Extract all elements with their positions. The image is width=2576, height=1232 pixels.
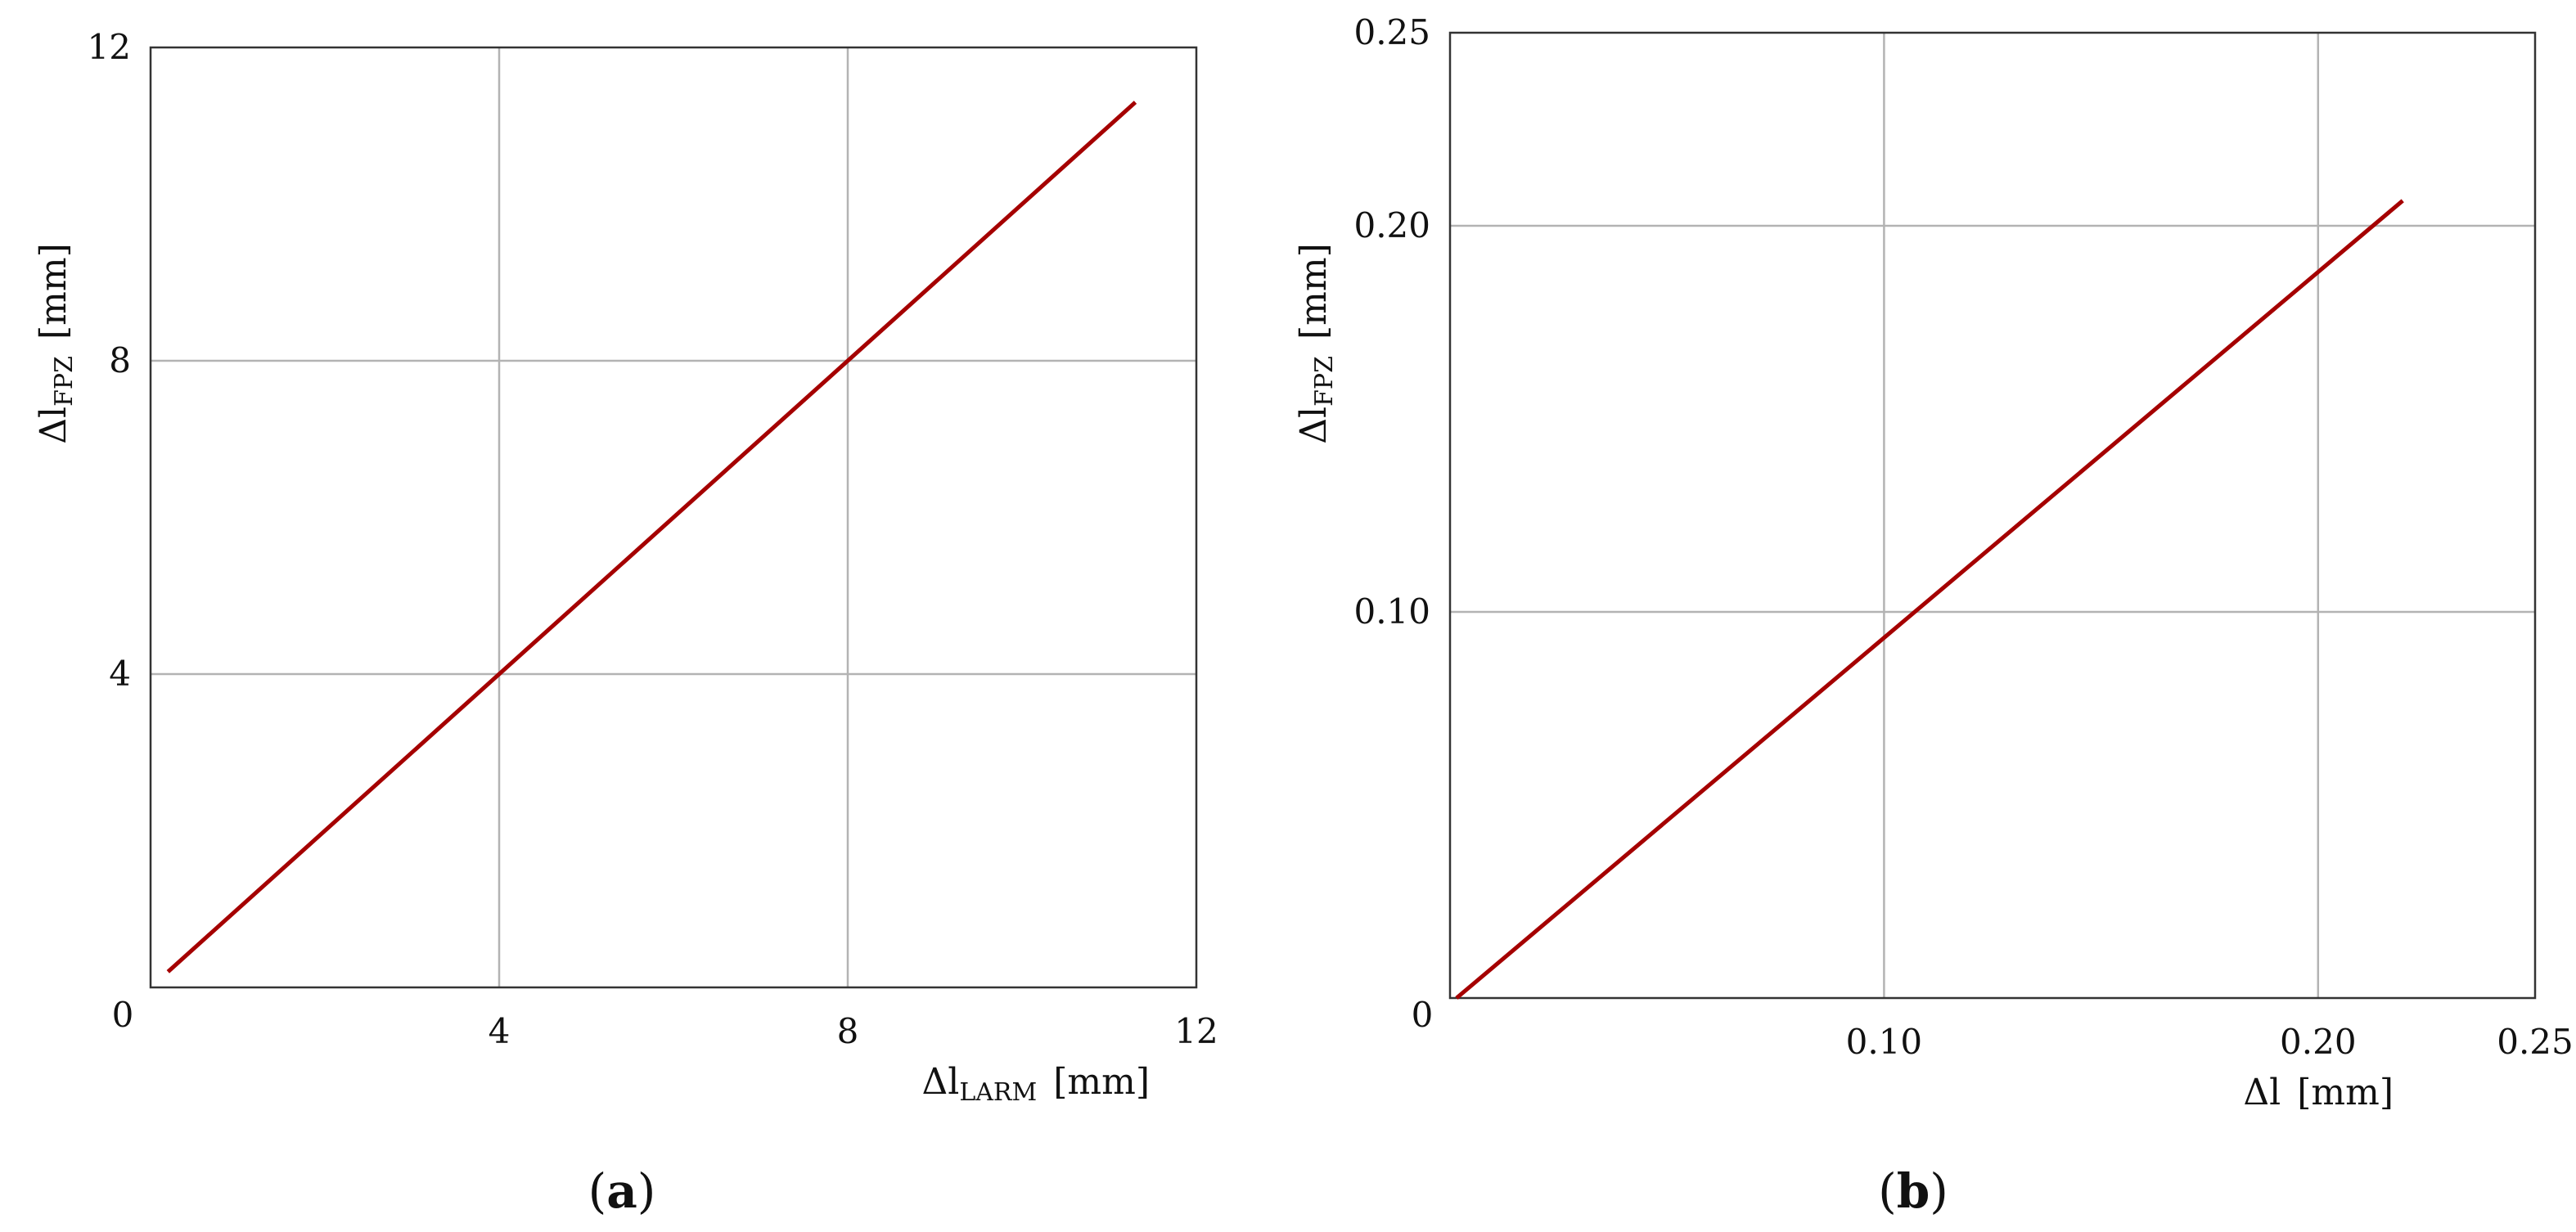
y-axis-subscript-b: FPZ [1310, 356, 1339, 407]
x-axis-symbol-b: Δl [2243, 1072, 2281, 1113]
panel-label-b: (b) [1878, 1163, 1948, 1219]
x-tick-label-b-2: 0.20 [2280, 1022, 2357, 1062]
grid-a [151, 47, 1196, 987]
x-tick-label-b-0: 0 [1412, 995, 1434, 1035]
x-tick-labels-a: 0 4 8 12 [112, 995, 1218, 1051]
y-tick-label-b-1: 0.10 [1353, 591, 1430, 632]
y-tick-labels-a: 4 8 12 [88, 27, 131, 694]
plot-frame-a [149, 46, 1198, 989]
x-tick-label-a-2: 8 [837, 1011, 859, 1051]
x-tick-labels-b: 0 0.10 0.20 0.25 [1412, 995, 2574, 1062]
y-axis-label-a: ΔlFPZ [mm] [33, 243, 79, 444]
x-axis-unit-a: [mm] [1053, 1061, 1150, 1103]
x-axis-label-b: Δl [mm] [2243, 1072, 2394, 1113]
y-tick-label-a-2: 8 [109, 340, 131, 380]
y-tick-label-b-3: 0.25 [1353, 12, 1430, 52]
x-axis-symbol-a: Δl [921, 1061, 959, 1103]
y-axis-label-b: ΔlFPZ [mm] [1293, 243, 1339, 444]
panel-label-a: (a) [588, 1163, 656, 1219]
y-tick-labels-b: 0.10 0.20 0.25 [1353, 12, 1430, 632]
x-tick-label-b-3: 0.25 [2497, 1022, 2574, 1062]
x-axis-unit-b: [mm] [2297, 1072, 2394, 1113]
x-tick-label-a-1: 4 [489, 1011, 511, 1051]
y-axis-symbol-b: Δl [1293, 407, 1335, 444]
y-axis-unit-a: [mm] [33, 243, 74, 339]
x-tick-label-a-3: 12 [1174, 1011, 1218, 1051]
y-axis-symbol-a: Δl [33, 407, 74, 444]
x-tick-label-b-1: 0.10 [1846, 1022, 1923, 1062]
plot-frame-b [1448, 31, 2537, 1000]
series-line-a [166, 101, 1137, 973]
series-line-b [1455, 199, 2404, 1000]
y-axis-unit-b: [mm] [1293, 243, 1335, 339]
y-tick-label-b-2: 0.20 [1353, 205, 1430, 245]
x-tick-label-a-0: 0 [112, 995, 134, 1035]
grid-b [1450, 33, 2535, 998]
y-tick-label-a-1: 4 [109, 654, 131, 694]
y-axis-subscript-a: FPZ [50, 356, 79, 407]
chart-panel-b: 00.10 0.20 0.25 0.100.200.25 Δl [mm] ΔlFPZ[… [1293, 12, 2574, 1219]
panel-letter-a: a [606, 1163, 637, 1219]
panel-letter-b: b [1897, 1163, 1930, 1219]
y-tick-label-a-3: 12 [88, 27, 131, 67]
x-axis-subscript-a: LARM [959, 1078, 1037, 1107]
x-axis-label-a: ΔlLARM [mm] [921, 1061, 1150, 1107]
